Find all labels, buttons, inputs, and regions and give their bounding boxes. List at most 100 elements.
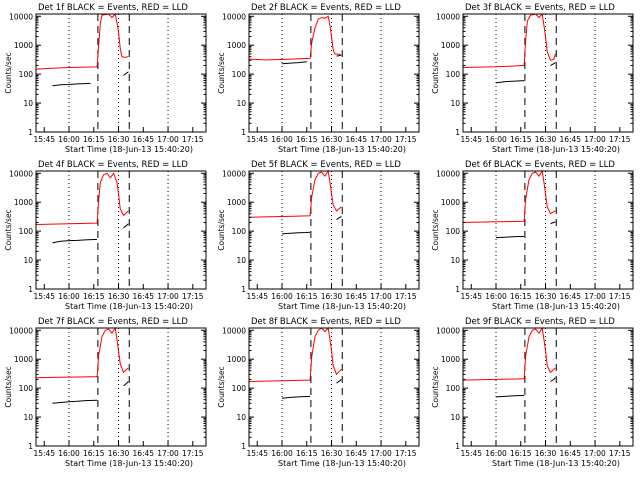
plot-frame [248, 170, 420, 290]
y-tick-label: 1000 [227, 41, 246, 50]
y-tick-label: 10 [23, 413, 33, 422]
panel-title: Det 4f BLACK = Events, RED = LLD [38, 160, 188, 170]
x-tick-label: 17:00 [157, 292, 179, 301]
y-tick-label: 1000 [14, 198, 33, 207]
y-tick-label: 1 [455, 285, 460, 294]
panel-title: Det 3f BLACK = Events, RED = LLD [465, 3, 615, 13]
x-tick-label: 16:00 [271, 135, 293, 144]
y-tick-label: 1 [241, 285, 246, 294]
y-tick-label: 1000 [227, 355, 246, 364]
y-axis-label: Counts/sec [217, 52, 226, 93]
chart-panel-2: Det 2f BLACK = Events, RED = LLD 1 10 100 10… [217, 3, 420, 154]
panel-title: Det 5f BLACK = Events, RED = LLD [251, 160, 401, 170]
y-tick-label: 10000 [222, 12, 246, 21]
x-tick-label: 16:15 [510, 449, 532, 458]
x-tick-label: 16:00 [58, 449, 80, 458]
plot-frame [248, 327, 420, 447]
y-axis-label: Counts/sec [4, 209, 13, 250]
series-line-lld [35, 326, 129, 379]
x-tick-label: 16:45 [345, 135, 367, 144]
x-axis-label: Start Time (18-Jun-13 15:40:20) [65, 145, 193, 154]
y-tick-label: 100 [232, 70, 247, 79]
x-tick-label: 16:15 [296, 292, 318, 301]
x-tick-label: 17:15 [182, 135, 204, 144]
x-axis-label: Start Time (18-Jun-13 15:40:20) [492, 145, 620, 154]
chart-panel-6: Det 6f BLACK = Events, RED = LLD 1 10 100 10… [431, 160, 634, 311]
x-tick-label: 15:45 [246, 292, 268, 301]
y-tick-label: 1000 [441, 355, 460, 364]
y-tick-label: 10000 [436, 169, 460, 178]
y-tick-label: 1000 [14, 355, 33, 364]
y-axis-label: Counts/sec [217, 209, 226, 250]
x-tick-label: 17:15 [395, 135, 417, 144]
panel-title: Det 7f BLACK = Events, RED = LLD [38, 317, 188, 327]
x-tick-label: 17:15 [182, 292, 204, 301]
x-tick-label: 15:45 [33, 449, 55, 458]
x-tick-label: 15:45 [460, 292, 482, 301]
chart-panel-8: Det 8f BLACK = Events, RED = LLD 1 10 100 10… [217, 317, 420, 468]
x-tick-label: 16:30 [108, 292, 130, 301]
x-tick-label: 15:45 [246, 449, 268, 458]
y-tick-label: 100 [19, 227, 34, 236]
series-line-events [550, 221, 556, 225]
y-tick-label: 100 [446, 384, 461, 393]
y-tick-label: 100 [446, 70, 461, 79]
series-line-lld [248, 15, 342, 61]
x-tick-label: 15:45 [460, 135, 482, 144]
x-axis-label: Start Time (18-Jun-13 15:40:20) [492, 459, 620, 468]
y-tick-label: 1000 [441, 41, 460, 50]
plot-frame [462, 13, 634, 133]
x-tick-label: 16:30 [535, 449, 557, 458]
x-tick-label: 16:15 [83, 292, 105, 301]
chart-panel-4: Det 4f BLACK = Events, RED = LLD 1 10 100 10… [4, 160, 207, 311]
y-tick-label: 10 [23, 99, 33, 108]
series-line-events [495, 235, 525, 239]
series-line-lld [35, 12, 129, 70]
plot-frame [462, 327, 634, 447]
panel-title: Det 6f BLACK = Events, RED = LLD [465, 160, 615, 170]
x-tick-label: 17:15 [609, 135, 631, 144]
x-tick-label: 15:45 [246, 135, 268, 144]
panel-title: Det 9f BLACK = Events, RED = LLD [465, 317, 615, 327]
x-tick-label: 16:00 [58, 135, 80, 144]
x-tick-label: 15:45 [33, 292, 55, 301]
series-line-events [550, 377, 556, 382]
x-tick-label: 15:45 [33, 135, 55, 144]
series-line-lld [248, 169, 342, 218]
series-line-lld [462, 169, 556, 223]
series-line-lld [462, 12, 556, 68]
y-tick-label: 1 [455, 442, 460, 451]
y-tick-label: 1000 [227, 198, 246, 207]
y-tick-label: 10000 [9, 326, 33, 335]
series-line-events [281, 231, 311, 235]
y-tick-label: 100 [446, 227, 461, 236]
y-tick-label: 10 [450, 256, 460, 265]
x-tick-label: 17:15 [182, 449, 204, 458]
y-tick-label: 10 [236, 99, 246, 108]
x-tick-label: 16:30 [321, 449, 343, 458]
x-tick-label: 16:15 [296, 135, 318, 144]
x-tick-label: 16:15 [510, 292, 532, 301]
series-line-events [281, 395, 311, 399]
plot-frame [462, 170, 634, 290]
x-tick-label: 17:00 [370, 292, 392, 301]
x-tick-label: 16:45 [132, 449, 154, 458]
y-axis-label: Counts/sec [217, 366, 226, 407]
x-tick-label: 15:45 [460, 449, 482, 458]
y-tick-label: 1 [28, 128, 33, 137]
y-tick-label: 10000 [222, 169, 246, 178]
x-tick-label: 16:45 [132, 292, 154, 301]
y-tick-label: 10 [450, 99, 460, 108]
y-tick-label: 10 [236, 256, 246, 265]
x-axis-label: Start Time (18-Jun-13 15:40:20) [65, 459, 193, 468]
series-line-events [52, 399, 98, 404]
series-line-lld [248, 326, 342, 382]
y-tick-label: 100 [19, 70, 34, 79]
series-line-events [336, 379, 342, 384]
x-axis-label: Start Time (18-Jun-13 15:40:20) [278, 145, 406, 154]
x-tick-label: 16:00 [271, 449, 293, 458]
y-axis-label: Counts/sec [431, 366, 440, 407]
x-tick-label: 16:30 [108, 135, 130, 144]
